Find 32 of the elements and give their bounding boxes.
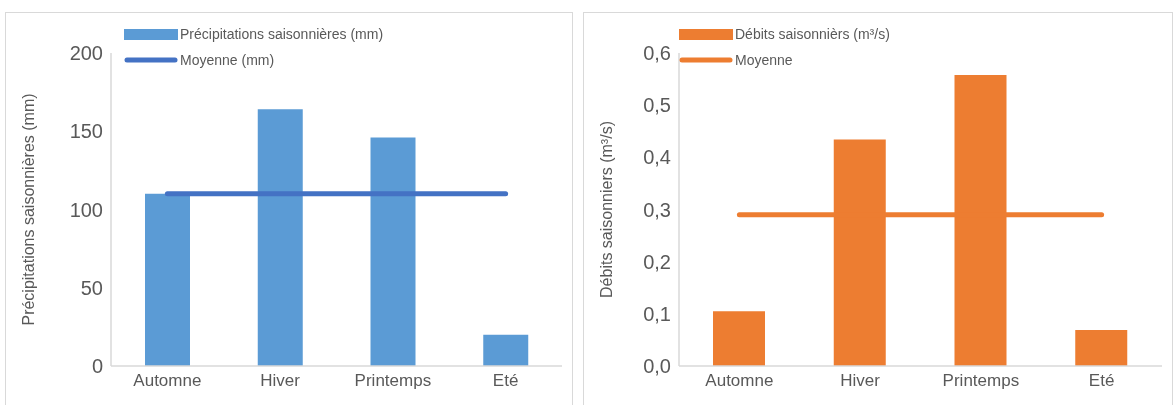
legend-label: Moyenne (735, 52, 793, 68)
y-tick-label: 0,1 (643, 302, 671, 325)
x-tick-label: Eté (492, 371, 519, 391)
x-tick-label: Eté (1088, 371, 1115, 391)
x-tick-label: Printemps (942, 371, 1020, 391)
y-tick-label: 0,3 (643, 198, 671, 221)
y-tick-label: 200 (69, 42, 103, 65)
bar (483, 334, 529, 366)
bar (713, 311, 765, 366)
x-tick-label: Automne (133, 371, 202, 391)
legend-label: Précipitations saisonnières (mm) (180, 26, 384, 42)
y-tick-label: 0,4 (643, 146, 671, 169)
y-tick-label: 0 (91, 355, 103, 378)
bar (145, 193, 190, 366)
bar (370, 137, 416, 366)
y-tick-label: 50 (80, 276, 103, 299)
bar (257, 109, 303, 366)
x-tick-label: Hiver (260, 371, 301, 391)
y-tick-label: 0,0 (643, 355, 671, 378)
y-tick-label: 0,2 (643, 250, 671, 273)
y-axis-title: Débits saisonniers (m³/s) (597, 121, 615, 298)
x-tick-label: Hiver (840, 371, 881, 391)
bar (1075, 330, 1128, 366)
x-tick-label: Automne (705, 371, 774, 391)
y-tick-label: 0,5 (643, 94, 671, 117)
y-tick-label: 100 (69, 198, 103, 221)
legend-label: Débits saisonnièrs (m³/s) (735, 26, 890, 42)
y-tick-label: 0,6 (643, 42, 671, 65)
x-tick-label: Printemps (354, 371, 432, 391)
y-axis-title: Précipitations saisonnières (mm) (19, 93, 37, 326)
legend-label: Moyenne (mm) (180, 52, 275, 68)
y-tick-label: 150 (69, 120, 103, 143)
